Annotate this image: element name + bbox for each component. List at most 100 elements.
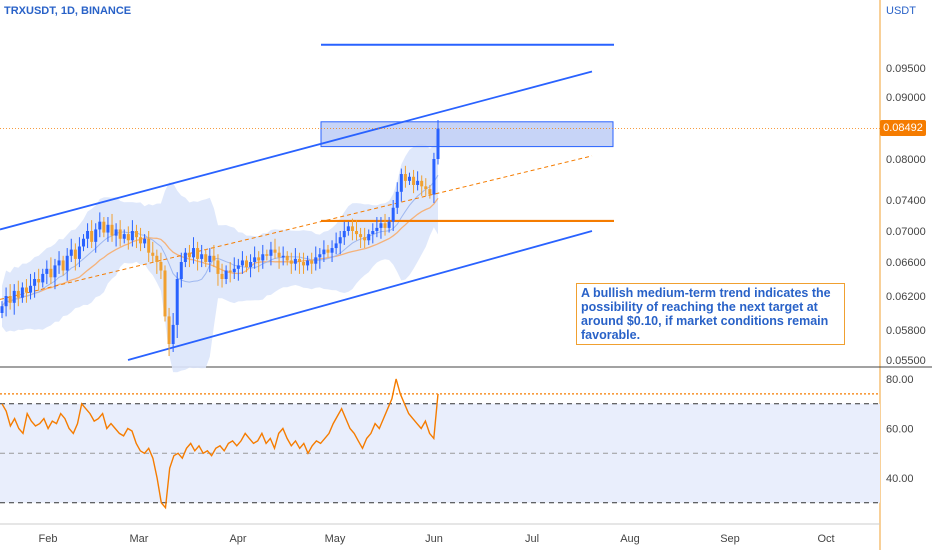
candle-body (179, 262, 183, 279)
price-pane[interactable] (0, 43, 880, 373)
moving-average-slow (1, 197, 439, 307)
candle-body (330, 248, 334, 253)
candle-body (57, 260, 61, 266)
candle-body (4, 296, 8, 307)
candle-body (77, 246, 81, 259)
candle-body (118, 229, 122, 239)
price-tick-label: 0.05800 (886, 325, 926, 337)
candle-body (412, 176, 416, 185)
time-tick-label: Aug (620, 533, 640, 545)
candle-body (424, 186, 428, 190)
candle-body (143, 238, 147, 244)
candle-body (20, 287, 24, 298)
candle-body (0, 306, 4, 313)
candle-body (224, 270, 228, 279)
price-tick-label: 0.09500 (886, 63, 926, 75)
candle-body (45, 268, 49, 274)
candle-body (171, 324, 175, 344)
candle-body (61, 260, 65, 271)
candle-body (65, 255, 69, 271)
candle-body (420, 180, 424, 187)
candle-body (436, 128, 440, 159)
candle-body (232, 268, 236, 273)
candle-body (359, 234, 363, 238)
candle-body (134, 231, 138, 238)
candle-body (98, 221, 102, 230)
candle-body (395, 191, 399, 208)
candle-body (387, 221, 391, 228)
candle-body (49, 268, 53, 278)
candle-body (342, 231, 346, 238)
candle-body (273, 249, 277, 253)
candle-body (355, 231, 359, 235)
candle-body (151, 252, 155, 256)
candle-body (130, 231, 134, 241)
time-tick-label: Apr (229, 533, 246, 545)
candle-body (277, 252, 281, 258)
candle-body (94, 229, 98, 242)
candle-body (375, 227, 379, 231)
candle-body (297, 258, 301, 262)
candle-body (367, 234, 371, 241)
candle-body (41, 273, 45, 283)
candle-body (208, 255, 212, 262)
candle-body (428, 189, 432, 195)
candle-body (236, 265, 240, 269)
candle-body (187, 252, 191, 258)
candle-body (196, 248, 200, 259)
candle-body (90, 231, 94, 242)
candle-body (346, 226, 350, 231)
candle-body (363, 237, 367, 241)
time-tick-label: May (325, 533, 346, 545)
candle-body (216, 260, 220, 274)
price-tick-label: 0.07400 (886, 195, 926, 207)
rsi-tick-label: 40.00 (886, 473, 914, 485)
candle-body (289, 260, 293, 264)
time-tick-label: Oct (817, 533, 834, 545)
candle-body (407, 176, 411, 181)
candle-body (310, 260, 314, 264)
rsi-tick-label: 80.00 (886, 374, 914, 386)
candle-body (281, 255, 285, 258)
candle-body (314, 257, 318, 264)
candle-body (73, 249, 77, 259)
volatility-band (2, 126, 438, 373)
candle-body (122, 234, 126, 239)
currency-label: USDT (886, 5, 916, 17)
candle-body (16, 290, 20, 298)
price-tick-label: 0.08000 (886, 154, 926, 166)
candle-body (69, 249, 73, 256)
candle-body (81, 238, 85, 247)
candle-body (200, 254, 204, 259)
candle-body (244, 260, 248, 268)
candle-body (163, 270, 167, 317)
candle-body (220, 273, 224, 279)
candle-body (159, 262, 163, 271)
channel-upper-line (0, 70, 593, 231)
candle-body (253, 257, 257, 262)
candle-body (249, 262, 253, 268)
candle-body (383, 223, 387, 228)
channel-lower-line (127, 230, 593, 361)
last-price-badge: 0.08492 (880, 120, 926, 136)
candle-body (371, 231, 375, 235)
rsi-tick-label: 60.00 (886, 424, 914, 436)
price-tick-label: 0.09000 (886, 92, 926, 104)
candle-body (53, 265, 57, 278)
rsi-pane[interactable] (0, 378, 880, 510)
price-tick-label: 0.06600 (886, 257, 926, 269)
candle-body (403, 174, 407, 181)
price-tick-label: 0.06200 (886, 291, 926, 303)
time-axis: Feb Mar Apr May Jun Jul Aug Sep Oct (39, 533, 835, 545)
time-tick-label: Sep (720, 533, 740, 545)
time-tick-label: Jul (525, 533, 539, 545)
candle-body (8, 296, 12, 303)
candle-body (265, 254, 269, 256)
candle-body (318, 254, 322, 258)
candle-body (110, 224, 114, 236)
candle-body (139, 237, 143, 244)
rsi-axis: 80.00 60.00 40.00 (886, 374, 914, 485)
candle-body (240, 260, 244, 266)
candle-body (24, 287, 28, 293)
